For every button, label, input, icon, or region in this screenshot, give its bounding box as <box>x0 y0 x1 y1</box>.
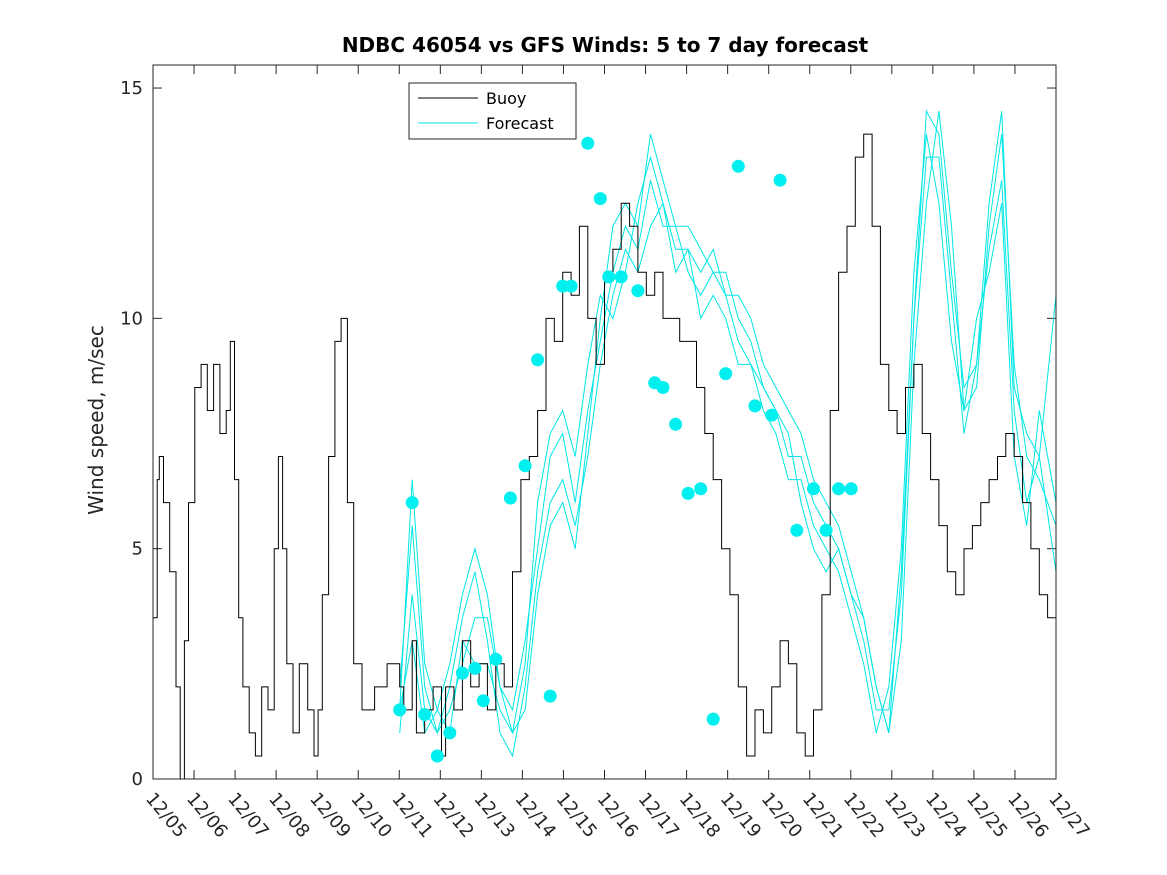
forecast-marker <box>681 486 695 500</box>
plot-area <box>153 109 1057 780</box>
legend: Buoy Forecast <box>408 82 577 140</box>
forecast-marker <box>581 136 595 150</box>
x-axis-ticks: 12/0512/0612/0712/0812/0912/1012/1112/12… <box>141 65 1094 842</box>
forecast-marker <box>773 173 787 187</box>
x-tick-label: 12/26 <box>1003 789 1052 842</box>
x-tick-label: 12/16 <box>593 789 642 842</box>
x-tick-label: 12/10 <box>346 789 395 842</box>
x-tick-label: 12/20 <box>757 789 806 842</box>
forecast-series-line-1 <box>399 111 1057 735</box>
x-tick-label: 12/25 <box>962 789 1011 842</box>
x-tick-label: 12/27 <box>1044 789 1093 842</box>
forecast-marker <box>443 726 457 740</box>
forecast-marker <box>790 523 804 537</box>
forecast-marker <box>503 491 517 505</box>
y-tick-label: 0 <box>132 769 143 790</box>
x-tick-label: 12/05 <box>141 789 190 842</box>
x-tick-label: 12/17 <box>634 789 683 842</box>
y-tick-label: 15 <box>120 78 143 99</box>
legend-forecast-label: Forecast <box>486 114 554 133</box>
forecast-marker <box>819 523 833 537</box>
forecast-marker <box>844 482 858 496</box>
x-tick-label: 12/21 <box>798 789 847 842</box>
forecast-marker <box>468 661 482 675</box>
y-tick-label: 10 <box>120 308 143 329</box>
forecast-marker <box>706 712 720 726</box>
forecast-marker <box>669 417 683 431</box>
forecast-marker <box>564 279 578 293</box>
legend-box <box>408 82 577 140</box>
forecast-series-line-3 <box>399 134 1057 758</box>
forecast-series-line-2 <box>399 156 1057 735</box>
forecast-marker <box>405 496 419 510</box>
forecast-marker <box>531 353 545 367</box>
forecast-marker <box>430 749 444 763</box>
forecast-marker <box>476 694 490 708</box>
forecast-marker <box>748 399 762 413</box>
forecast-marker <box>656 381 670 394</box>
forecast-marker <box>807 482 820 496</box>
x-tick-label: 12/23 <box>880 789 929 842</box>
x-tick-label: 12/08 <box>264 789 313 842</box>
forecast-marker <box>593 192 607 206</box>
x-tick-label: 12/13 <box>470 789 519 842</box>
plot-frame <box>152 64 1057 780</box>
forecast-marker <box>393 703 407 717</box>
x-tick-label: 12/14 <box>511 789 560 842</box>
buoy-series-line <box>153 133 1056 780</box>
forecast-marker <box>602 270 616 284</box>
x-tick-label: 12/24 <box>921 789 970 842</box>
y-tick-label: 5 <box>132 539 143 560</box>
x-tick-label: 12/07 <box>223 789 272 842</box>
forecast-marker <box>731 159 745 173</box>
forecast-marker <box>418 708 432 721</box>
y-axis-label: Wind speed, m/sec <box>84 325 108 515</box>
forecast-marker <box>694 482 708 496</box>
x-tick-label: 12/09 <box>305 789 354 842</box>
forecast-marker <box>489 652 503 666</box>
forecast-marker <box>518 459 532 473</box>
forecast-marker <box>614 270 628 284</box>
forecast-marker <box>765 408 779 422</box>
y-axis-ticks: 0 5 10 15 <box>120 78 1056 790</box>
forecast-marker <box>543 689 557 703</box>
forecast-marker <box>719 367 733 381</box>
forecast-marker <box>455 666 469 680</box>
forecast-marker <box>631 284 645 298</box>
x-tick-label: 12/19 <box>716 789 765 842</box>
x-tick-label: 12/12 <box>428 789 477 842</box>
chart-title: NDBC 46054 vs GFS Winds: 5 to 7 day fore… <box>342 33 869 57</box>
forecast-marker <box>832 482 846 496</box>
x-tick-label: 12/11 <box>387 789 436 842</box>
x-tick-label: 12/22 <box>839 789 888 842</box>
forecast-series-line-4 <box>399 109 1057 735</box>
legend-buoy-label: Buoy <box>486 89 526 108</box>
x-tick-label: 12/18 <box>675 789 724 842</box>
x-tick-label: 12/15 <box>552 789 601 842</box>
x-tick-label: 12/06 <box>182 789 231 842</box>
